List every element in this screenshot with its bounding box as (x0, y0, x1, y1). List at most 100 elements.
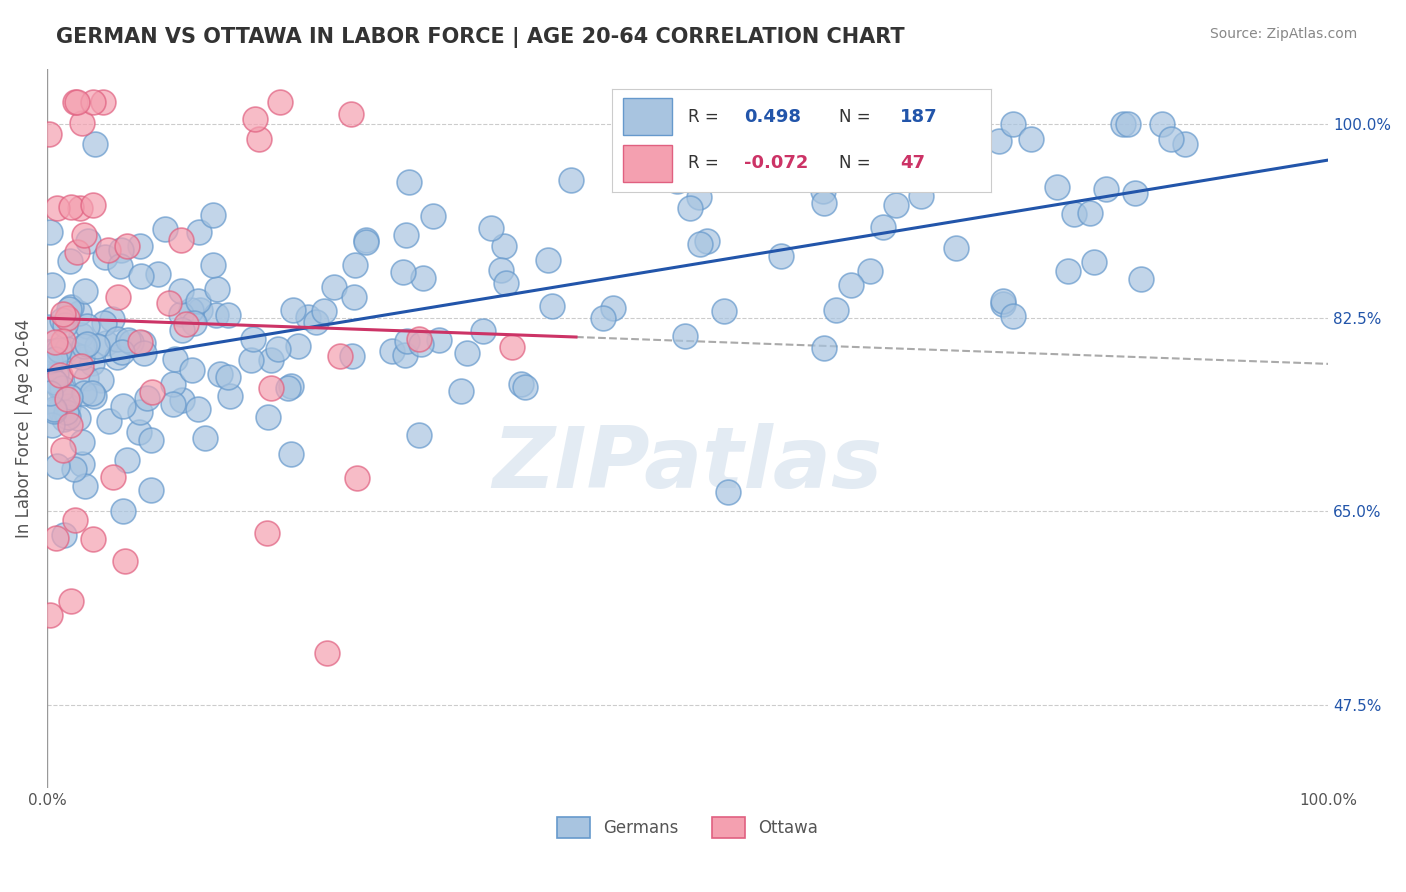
Point (136, 391, 159, 405)
Point (180, 302, 202, 317)
Point (329, 349, 352, 363)
Point (1002, 309, 1025, 323)
Text: R =: R = (688, 154, 718, 172)
Point (83, 389, 105, 403)
Point (67, 305, 90, 319)
Point (48, 343, 70, 357)
Point (1063, 206, 1085, 220)
Point (343, 290, 366, 304)
Point (52, 334, 75, 349)
Point (987, 134, 1010, 148)
Point (219, 388, 242, 402)
Point (501, 340, 523, 354)
Point (128, 425, 150, 439)
Point (52, 307, 75, 321)
Point (101, 312, 124, 326)
Point (201, 258, 224, 272)
Point (174, 317, 197, 331)
Point (82, 95, 104, 109)
Point (269, 95, 291, 109)
Point (52, 442, 75, 457)
Point (280, 378, 302, 392)
Point (77, 234, 100, 248)
Point (46, 459, 69, 474)
Point (281, 303, 304, 318)
Point (489, 263, 512, 277)
Point (312, 304, 335, 318)
Point (193, 432, 215, 446)
FancyBboxPatch shape (623, 98, 672, 136)
Point (76, 318, 98, 333)
Point (1112, 117, 1135, 131)
Point (65, 348, 87, 362)
Point (394, 347, 416, 361)
Point (1083, 255, 1105, 269)
Point (58, 253, 80, 268)
Point (188, 303, 211, 318)
Point (63, 95, 86, 109)
Text: 187: 187 (900, 108, 938, 126)
Point (537, 252, 560, 267)
Point (673, 328, 696, 343)
Point (259, 381, 281, 395)
Point (56, 310, 79, 325)
Point (991, 293, 1014, 308)
Point (75, 284, 97, 298)
Point (344, 258, 367, 272)
Point (42, 373, 65, 387)
Point (852, 140, 875, 154)
Point (183, 316, 205, 330)
Point (44, 344, 66, 359)
Point (103, 470, 125, 484)
Point (412, 270, 434, 285)
Point (112, 504, 135, 518)
Point (72, 350, 94, 364)
Point (492, 239, 515, 253)
Point (560, 173, 582, 187)
Point (115, 453, 138, 467)
Point (114, 554, 136, 568)
Point (187, 401, 209, 416)
Point (665, 174, 688, 188)
Point (53, 412, 76, 426)
Text: ZIPatlas: ZIPatlas (492, 423, 883, 506)
Point (41, 417, 63, 432)
Point (689, 236, 711, 251)
Point (239, 353, 262, 368)
Point (209, 367, 232, 381)
Point (55, 405, 77, 419)
Point (354, 235, 377, 250)
Point (163, 351, 186, 366)
Point (162, 376, 184, 391)
Point (217, 308, 239, 322)
Point (696, 234, 718, 248)
Point (408, 428, 430, 442)
Point (811, 184, 834, 198)
Point (86, 338, 108, 352)
Point (858, 264, 880, 278)
Point (53, 528, 76, 542)
Point (789, 151, 811, 165)
Point (813, 196, 835, 211)
Point (38, 320, 60, 334)
Point (259, 353, 281, 368)
Point (105, 351, 128, 365)
Point (688, 190, 710, 204)
Point (75, 371, 97, 385)
Point (242, 332, 264, 346)
Point (110, 244, 132, 258)
Text: 47: 47 (900, 154, 925, 172)
Point (825, 303, 848, 318)
Point (170, 307, 193, 321)
Point (148, 267, 170, 281)
Point (297, 310, 319, 324)
Point (59, 418, 82, 433)
Point (105, 332, 128, 346)
Point (44, 334, 66, 349)
Point (277, 381, 299, 395)
Point (117, 333, 139, 347)
Point (51, 313, 73, 327)
Point (717, 485, 740, 500)
Point (59, 390, 82, 404)
Point (141, 384, 163, 399)
